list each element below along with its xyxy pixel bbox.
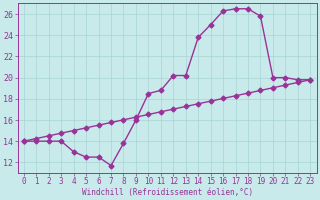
X-axis label: Windchill (Refroidissement éolien,°C): Windchill (Refroidissement éolien,°C) bbox=[82, 188, 253, 197]
